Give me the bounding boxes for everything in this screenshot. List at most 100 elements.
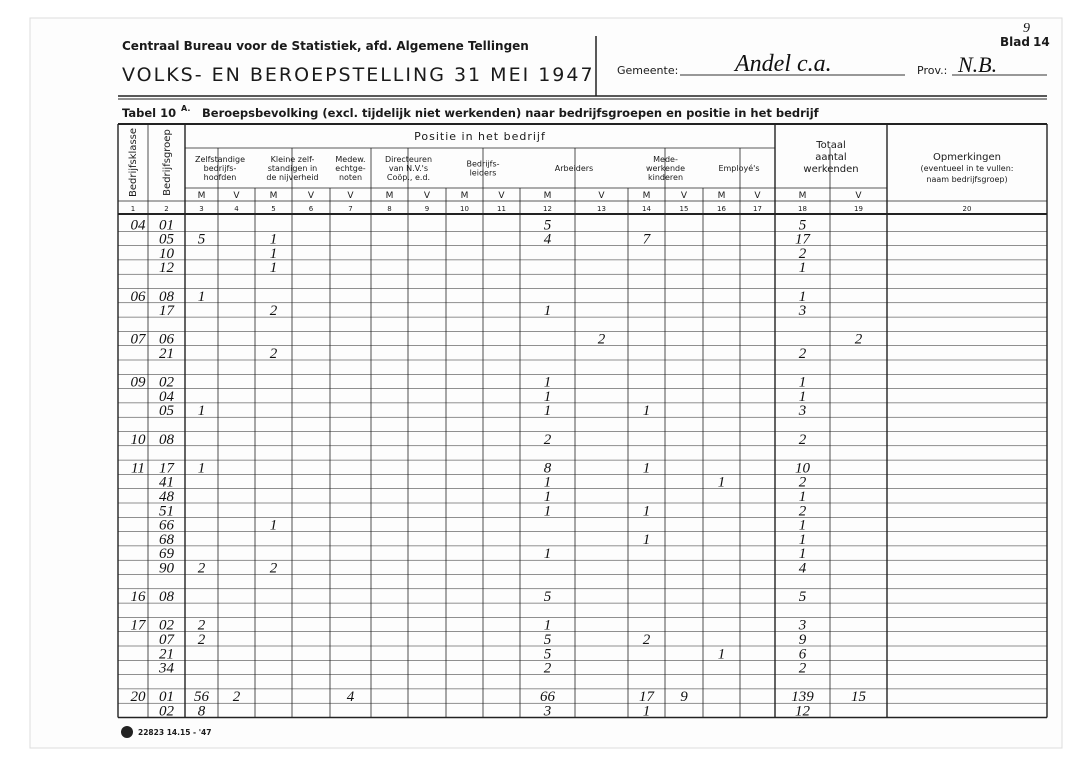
cell: 2 — [799, 661, 807, 677]
cell: 06 — [131, 289, 147, 305]
column-number: 2 — [164, 205, 168, 213]
cell: 08 — [159, 589, 175, 605]
cell: 2 — [799, 246, 807, 262]
cell: 3 — [798, 303, 807, 319]
cell: 1 — [799, 260, 807, 276]
cell: 01 — [159, 689, 174, 705]
cell: 1 — [643, 704, 651, 720]
cell: 17 — [131, 618, 148, 634]
sex-label: M — [198, 191, 206, 201]
cell: 5 — [544, 217, 552, 233]
cell: 2 — [855, 332, 863, 348]
cell: 10 — [795, 460, 811, 476]
cell: 02 — [159, 704, 175, 720]
tabel: Tabel 10 — [122, 106, 176, 120]
sex-label: V — [681, 191, 688, 201]
cell: 5 — [198, 232, 206, 248]
cell: 1 — [544, 503, 552, 519]
cell: 68 — [159, 532, 175, 548]
opmerkingen-header: Opmerkingen — [933, 152, 1001, 163]
group-header: Bedrijfs- — [466, 160, 499, 169]
cell: 4 — [544, 232, 552, 248]
group-header: Mede- — [653, 155, 678, 164]
sex-label: M — [718, 191, 726, 201]
cell: 21 — [159, 346, 174, 362]
group-header: Medew. — [335, 155, 365, 164]
cell: 2 — [598, 332, 606, 348]
cell: 66 — [540, 689, 556, 705]
cell: 5 — [544, 632, 552, 648]
group-header: Employé's — [718, 163, 759, 173]
sex-label: V — [498, 191, 505, 201]
sex-label: V — [424, 191, 431, 201]
cell: 56 — [194, 689, 210, 705]
totaal-header: Totaal — [815, 140, 845, 151]
cell: 08 — [159, 432, 175, 448]
cell: 1 — [799, 518, 807, 534]
cell: 3 — [543, 704, 552, 720]
cell: 1 — [544, 303, 552, 319]
cell: 5 — [544, 589, 552, 605]
logo — [121, 726, 133, 738]
column-number: 5 — [271, 205, 275, 213]
cell: 04 — [159, 389, 175, 405]
prov: N.B. — [957, 52, 997, 77]
column-number: 4 — [234, 205, 239, 213]
column-number: 1 — [131, 205, 135, 213]
cell: 1 — [198, 289, 206, 305]
group-header: noten — [339, 173, 362, 182]
column-number: 13 — [597, 205, 606, 213]
column-number: 9 — [425, 205, 429, 213]
cell: 139 — [791, 689, 814, 705]
tabel-title: Beroepsbevolking (excl. tijdelijk niet w… — [202, 106, 820, 120]
group-header: echtge- — [335, 164, 366, 173]
group-header: Zelfstandige — [195, 155, 245, 164]
sex-label: M — [643, 191, 651, 201]
cell: 20 — [131, 689, 147, 705]
cell: 1 — [643, 532, 651, 548]
cell: 1 — [198, 403, 206, 419]
cell: 1 — [799, 389, 807, 405]
cell: 2 — [799, 475, 807, 491]
cell: 09 — [131, 375, 147, 391]
cell: 1 — [799, 546, 807, 562]
cell: 1 — [270, 232, 278, 248]
sex-label: V — [347, 191, 354, 201]
cell: 2 — [544, 432, 552, 448]
cell: 9 — [799, 632, 807, 648]
group-header: Arbeiders — [555, 164, 593, 173]
cell: 48 — [159, 489, 175, 505]
cell: 21 — [159, 646, 174, 662]
cell: 1 — [799, 289, 807, 305]
cell: 1 — [544, 403, 552, 419]
cell: 1 — [799, 532, 807, 548]
cell: 2 — [233, 689, 241, 705]
cell: 01 — [159, 217, 174, 233]
cell: 5 — [799, 589, 807, 605]
cell: 7 — [643, 232, 652, 248]
cell: 17 — [159, 303, 176, 319]
column-header: Bedrijfsklasse — [128, 128, 139, 197]
gemeente-label: Gemeente: — [617, 64, 678, 77]
sex-label: V — [754, 191, 761, 201]
cell: 10 — [131, 432, 147, 448]
cell: 08 — [159, 289, 175, 305]
footer-code: 22823 14.15 - '47 — [138, 728, 212, 737]
cell: 15 — [851, 689, 867, 705]
group-header: Directeuren — [385, 155, 432, 164]
opmerkingen-header: (eventueel in te vullen: — [921, 164, 1014, 173]
cell: 1 — [643, 460, 651, 476]
org: Centraal Bureau voor de Statistiek, afd.… — [122, 39, 529, 53]
opmerkingen-header: naam bedrijfsgroep) — [926, 175, 1007, 184]
sex-label: V — [855, 191, 862, 201]
group-header: kinderen — [648, 173, 683, 182]
cell: 69 — [159, 546, 175, 562]
column-number: 15 — [680, 205, 689, 213]
cell: 3 — [798, 403, 807, 419]
cell: 2 — [799, 432, 807, 448]
positie-header: Positie in het bedrijf — [414, 130, 546, 143]
sex-label: M — [799, 191, 807, 201]
cell: 17 — [159, 460, 176, 476]
column-number: 16 — [717, 205, 726, 213]
